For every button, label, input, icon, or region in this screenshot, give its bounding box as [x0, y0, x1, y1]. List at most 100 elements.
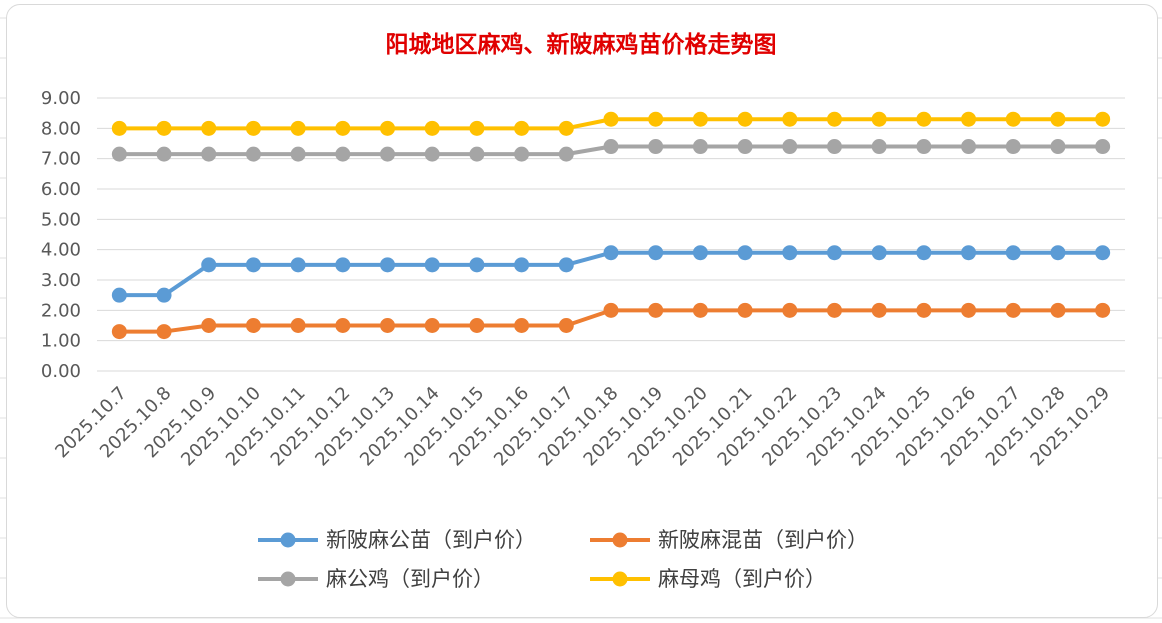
- data-point[interactable]: [826, 111, 842, 127]
- data-point[interactable]: [961, 111, 977, 127]
- data-point[interactable]: [201, 257, 217, 273]
- data-point[interactable]: [603, 111, 619, 127]
- data-point[interactable]: [111, 324, 127, 340]
- data-point[interactable]: [1050, 245, 1066, 261]
- data-point[interactable]: [737, 139, 753, 155]
- data-point[interactable]: [1095, 139, 1111, 155]
- data-point[interactable]: [1095, 302, 1111, 318]
- legend-item[interactable]: 麻母鸡（到户价）: [590, 567, 826, 591]
- data-point[interactable]: [737, 245, 753, 261]
- data-point[interactable]: [335, 120, 351, 136]
- series-lines: [111, 111, 1111, 340]
- data-point[interactable]: [424, 257, 440, 273]
- data-point[interactable]: [692, 111, 708, 127]
- data-point[interactable]: [871, 245, 887, 261]
- data-point[interactable]: [201, 318, 217, 333]
- data-point[interactable]: [603, 139, 619, 155]
- data-point[interactable]: [201, 146, 217, 162]
- data-point[interactable]: [380, 146, 396, 162]
- data-point[interactable]: [961, 302, 977, 318]
- data-point[interactable]: [111, 287, 127, 303]
- data-point[interactable]: [871, 139, 887, 155]
- data-point[interactable]: [692, 302, 708, 318]
- data-point[interactable]: [245, 146, 261, 162]
- data-point[interactable]: [916, 111, 932, 127]
- data-point[interactable]: [245, 120, 261, 136]
- data-point[interactable]: [1005, 302, 1021, 318]
- data-point[interactable]: [603, 302, 619, 318]
- data-point[interactable]: [961, 245, 977, 261]
- data-point[interactable]: [380, 318, 396, 333]
- data-point[interactable]: [514, 146, 530, 162]
- data-point[interactable]: [290, 120, 306, 136]
- data-point[interactable]: [782, 302, 798, 318]
- data-point[interactable]: [1050, 139, 1066, 155]
- data-point[interactable]: [111, 120, 127, 136]
- data-point[interactable]: [290, 146, 306, 162]
- data-point[interactable]: [1095, 245, 1111, 261]
- data-point[interactable]: [1005, 139, 1021, 155]
- series-3: [111, 139, 1111, 162]
- data-point[interactable]: [603, 245, 619, 261]
- data-point[interactable]: [737, 111, 753, 127]
- data-point[interactable]: [245, 318, 261, 333]
- data-point[interactable]: [558, 146, 574, 162]
- data-point[interactable]: [558, 318, 574, 333]
- data-point[interactable]: [1050, 302, 1066, 318]
- data-point[interactable]: [737, 302, 753, 318]
- data-point[interactable]: [514, 257, 530, 273]
- data-point[interactable]: [469, 257, 485, 273]
- data-point[interactable]: [514, 120, 530, 136]
- data-point[interactable]: [558, 257, 574, 273]
- data-point[interactable]: [156, 324, 172, 340]
- data-point[interactable]: [782, 111, 798, 127]
- data-point[interactable]: [380, 257, 396, 273]
- data-point[interactable]: [871, 302, 887, 318]
- legend-item[interactable]: 麻公鸡（到户价）: [258, 567, 494, 591]
- data-point[interactable]: [245, 257, 261, 273]
- data-point[interactable]: [290, 257, 306, 273]
- data-point[interactable]: [648, 302, 664, 318]
- data-point[interactable]: [916, 139, 932, 155]
- data-point[interactable]: [692, 245, 708, 261]
- legend-item[interactable]: 新陂麻混苗（到户价）: [590, 528, 868, 552]
- legend-marker: [612, 532, 628, 548]
- data-point[interactable]: [826, 302, 842, 318]
- data-point[interactable]: [1095, 111, 1111, 127]
- data-point[interactable]: [201, 120, 217, 136]
- data-point[interactable]: [156, 120, 172, 136]
- data-point[interactable]: [335, 257, 351, 273]
- data-point[interactable]: [469, 146, 485, 162]
- data-point[interactable]: [1005, 245, 1021, 261]
- data-point[interactable]: [424, 318, 440, 333]
- data-point[interactable]: [782, 139, 798, 155]
- data-point[interactable]: [335, 318, 351, 333]
- data-point[interactable]: [156, 146, 172, 162]
- data-point[interactable]: [424, 120, 440, 136]
- data-point[interactable]: [156, 287, 172, 303]
- data-point[interactable]: [961, 139, 977, 155]
- data-point[interactable]: [826, 245, 842, 261]
- data-point[interactable]: [826, 139, 842, 155]
- data-point[interactable]: [692, 139, 708, 155]
- data-point[interactable]: [1050, 111, 1066, 127]
- data-point[interactable]: [469, 120, 485, 136]
- legend-marker: [280, 532, 296, 548]
- data-point[interactable]: [111, 146, 127, 162]
- data-point[interactable]: [514, 318, 530, 333]
- data-point[interactable]: [1005, 111, 1021, 127]
- data-point[interactable]: [648, 111, 664, 127]
- data-point[interactable]: [558, 120, 574, 136]
- data-point[interactable]: [648, 139, 664, 155]
- data-point[interactable]: [290, 318, 306, 333]
- data-point[interactable]: [782, 245, 798, 261]
- data-point[interactable]: [335, 146, 351, 162]
- legend-item[interactable]: 新陂麻公苗（到户价）: [258, 528, 536, 552]
- data-point[interactable]: [871, 111, 887, 127]
- data-point[interactable]: [469, 318, 485, 333]
- data-point[interactable]: [648, 245, 664, 261]
- data-point[interactable]: [916, 245, 932, 261]
- data-point[interactable]: [380, 120, 396, 136]
- data-point[interactable]: [916, 302, 932, 318]
- data-point[interactable]: [424, 146, 440, 162]
